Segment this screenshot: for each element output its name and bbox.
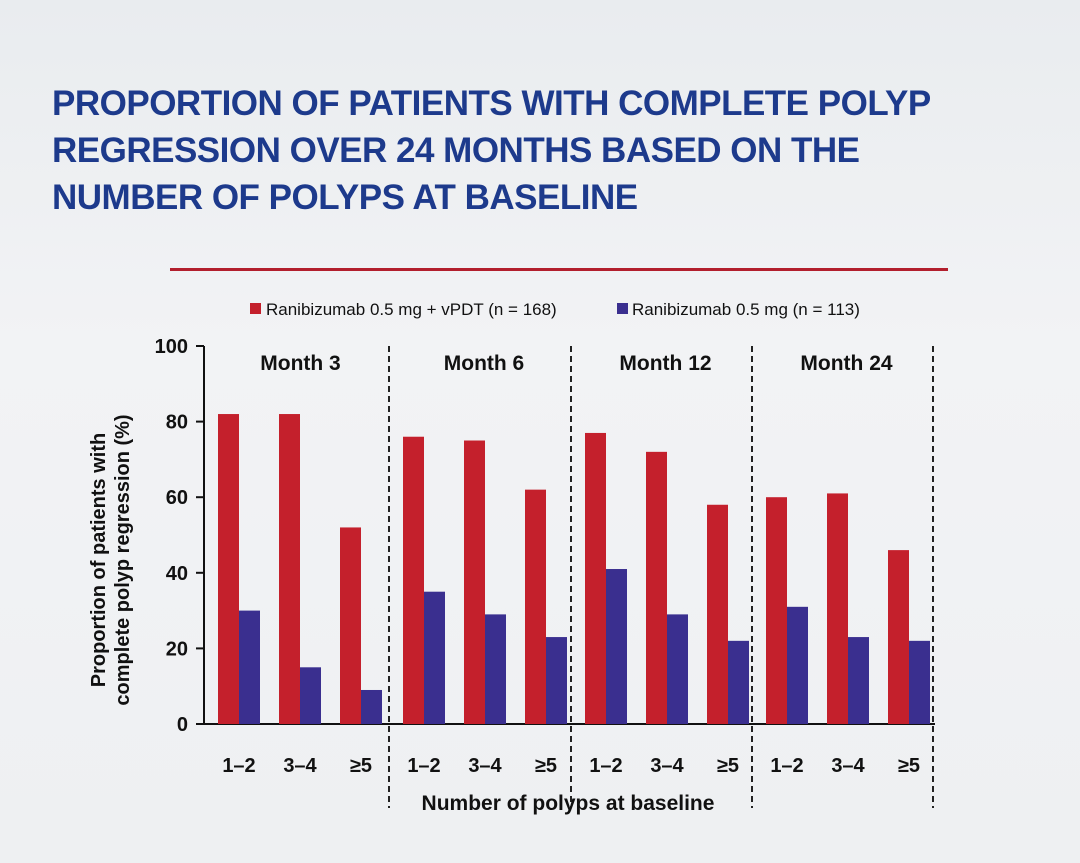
x-tick-label: 3–4 <box>468 755 502 777</box>
title-divider <box>170 268 948 271</box>
bar-mono <box>300 667 321 724</box>
y-axis-title-line-1: Proportion of patients with <box>88 433 110 687</box>
bar-mono <box>424 591 445 724</box>
bar-combo <box>464 440 485 724</box>
bar-combo <box>827 493 848 724</box>
bar-mono <box>667 614 688 724</box>
y-axis-title-line-2: complete polyp regression (%) <box>112 414 134 705</box>
x-tick-labels: 1–2 3–4 ≥5 1–2 3–4 ≥5 1–2 3–4 ≥5 1–2 3–4 ≥5 <box>222 755 920 777</box>
bar-combo <box>403 436 424 724</box>
y-tick-label: 40 <box>166 563 188 585</box>
x-tick-label: ≥5 <box>898 755 920 777</box>
panel-label: Month 12 <box>619 352 711 375</box>
title-line-2: REGRESSION OVER 24 MONTHS BASED ON THE <box>52 131 860 170</box>
bar-combo <box>707 504 728 724</box>
y-tick-label: 0 <box>177 714 188 736</box>
legend: Ranibizumab 0.5 mg + vPDT (n = 168) Rani… <box>250 300 860 319</box>
y-axis-title: Proportion of patients with complete pol… <box>88 414 134 705</box>
x-tick-label: 1–2 <box>589 755 622 777</box>
bar-combo <box>585 432 606 724</box>
x-tick-label: 1–2 <box>222 755 255 777</box>
title-line-3: NUMBER OF POLYPS AT BASELINE <box>52 178 638 217</box>
y-tick-label: 100 <box>155 336 188 358</box>
y-ticks: 0 20 40 60 80 100 <box>155 336 204 736</box>
bar-combo <box>340 527 361 724</box>
x-tick-label: 1–2 <box>770 755 803 777</box>
bar-mono <box>787 606 808 724</box>
x-axis-title: Number of polyps at baseline <box>422 792 715 815</box>
bar-combo <box>279 414 300 724</box>
bar-combo <box>218 414 239 724</box>
bar-combo <box>766 497 787 724</box>
x-tick-label: ≥5 <box>535 755 557 777</box>
x-tick-label: ≥5 <box>350 755 372 777</box>
panel-label: Month 24 <box>800 352 892 375</box>
bar-mono <box>848 637 869 724</box>
title-line-1: PROPORTION OF PATIENTS WITH COMPLETE POL… <box>52 84 931 123</box>
x-tick-label: 3–4 <box>650 755 684 777</box>
bar-mono <box>239 610 260 724</box>
panel-label: Month 6 <box>444 352 524 375</box>
bar-mono <box>606 569 627 724</box>
x-tick-label: 3–4 <box>283 755 317 777</box>
x-tick-label: 3–4 <box>831 755 865 777</box>
y-tick-label: 60 <box>166 487 188 509</box>
legend-label-combo: Ranibizumab 0.5 mg + vPDT (n = 168) <box>266 300 557 319</box>
bars <box>218 414 930 724</box>
y-tick-label: 20 <box>166 638 188 660</box>
panel-separators <box>388 346 934 808</box>
slide-title: PROPORTION OF PATIENTS WITH COMPLETE POL… <box>52 80 1012 221</box>
bar-combo <box>888 550 909 724</box>
panel-label: Month 3 <box>260 352 340 375</box>
bar-mono <box>909 640 930 724</box>
bar-mono <box>485 614 506 724</box>
bar-mono <box>546 637 567 724</box>
y-tick-label: 80 <box>166 412 188 434</box>
panel-labels: Month 3 Month 6 Month 12 Month 24 <box>260 352 893 375</box>
bar-mono <box>728 640 749 724</box>
bar-mono <box>361 689 382 724</box>
x-tick-label: 1–2 <box>407 755 440 777</box>
x-tick-label: ≥5 <box>717 755 739 777</box>
legend-swatch-mono <box>617 303 628 314</box>
legend-swatch-combo <box>250 303 261 314</box>
bar-combo <box>525 489 546 724</box>
legend-label-mono: Ranibizumab 0.5 mg (n = 113) <box>632 300 860 319</box>
bar-combo <box>646 451 667 724</box>
